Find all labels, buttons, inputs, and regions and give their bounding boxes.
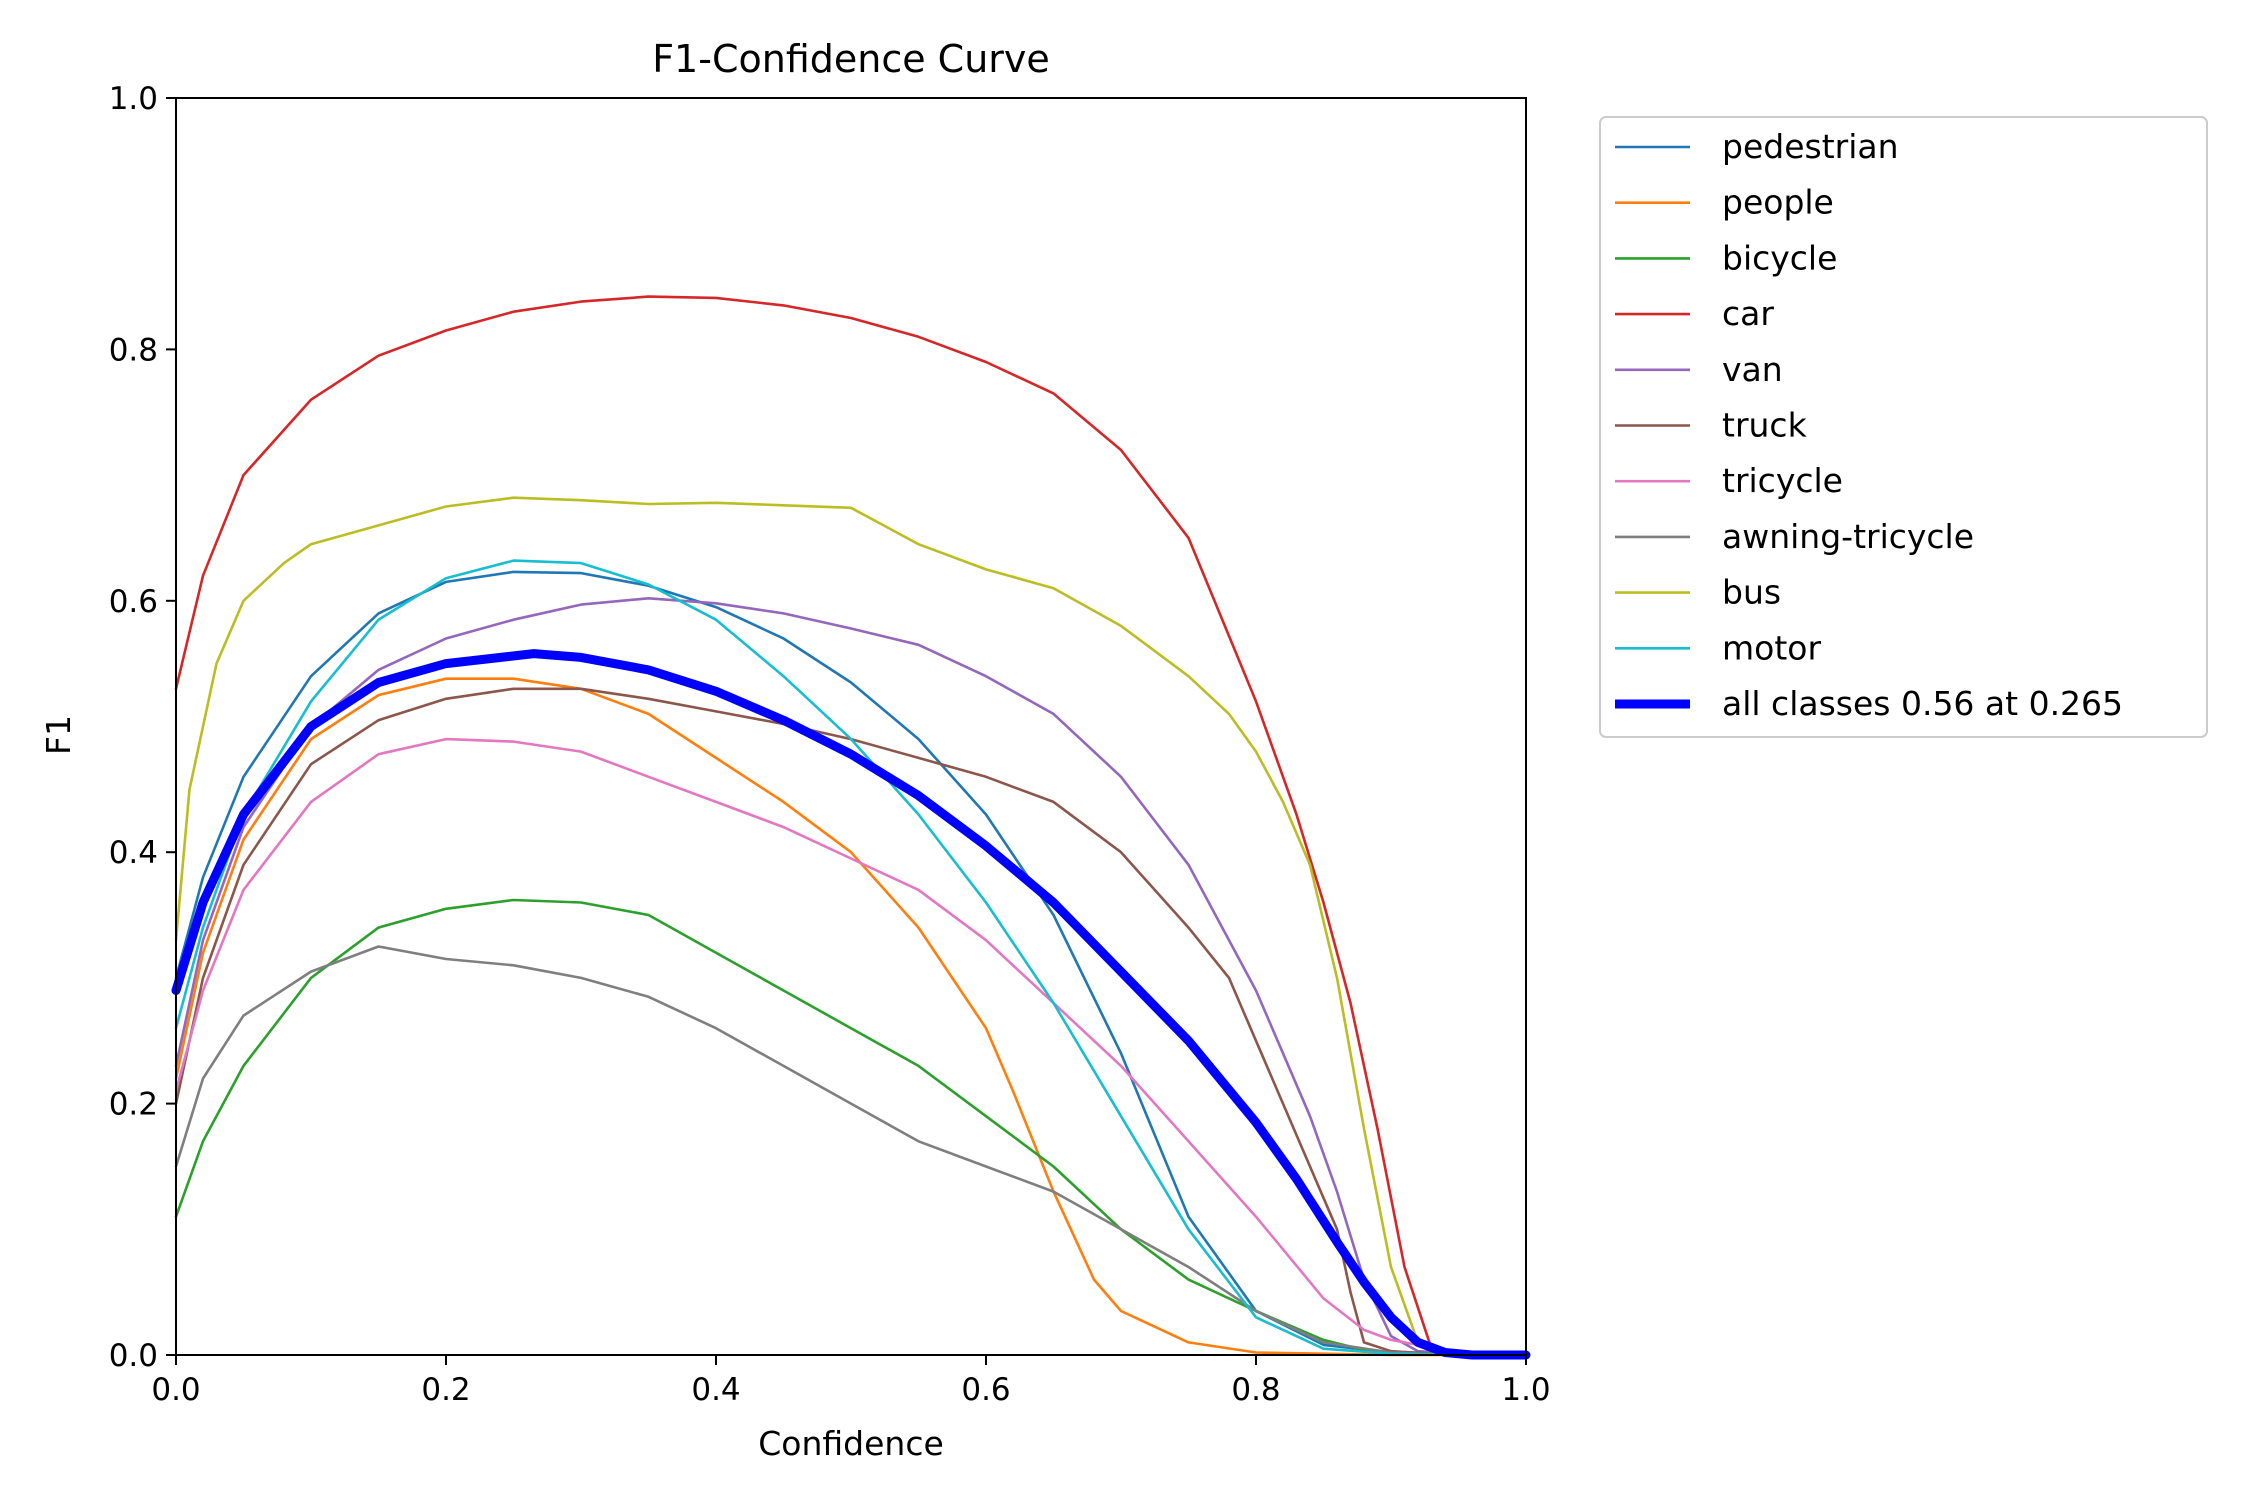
x-tick-label: 1.0 [1501, 1372, 1550, 1408]
series-line-awning-tricycle [174, 945, 1528, 1357]
series-line-people [174, 677, 1528, 1357]
series-line-all [171, 649, 1531, 1360]
legend-label: van [1722, 350, 1783, 389]
y-axis-label: F1 [39, 715, 78, 755]
y-tick-label: 0.4 [109, 835, 158, 871]
legend-label: tricycle [1722, 461, 1843, 500]
y-tick-label: 0.6 [109, 584, 158, 620]
y-axis-ticks: 0.0 0.2 0.4 0.6 0.8 1.0 [109, 81, 176, 1374]
legend-label: awning-tricycle [1722, 517, 1974, 556]
legend-label: pedestrian [1722, 127, 1899, 166]
legend-label: motor [1722, 628, 1821, 667]
legend-box [1599, 116, 2208, 738]
legend: pedestrian people bicycle car van truck tricyc… [1599, 116, 2208, 738]
legend-label: car [1722, 294, 1774, 333]
y-tick-label: 1.0 [109, 81, 158, 117]
plot-lines [171, 295, 1531, 1360]
legend-label: truck [1722, 406, 1808, 445]
series-line-truck [174, 687, 1528, 1357]
legend-items: pedestrian people bicycle car van truck tricyc… [1615, 127, 2123, 723]
series-line-motor [174, 559, 1528, 1357]
legend-label: all classes 0.56 at 0.265 [1722, 684, 2123, 723]
x-tick-label: 0.4 [691, 1372, 740, 1408]
plot-frame [175, 97, 1527, 1356]
y-tick-label: 0.8 [109, 332, 158, 368]
legend-label: people [1722, 183, 1834, 222]
y-tick-label: 0.0 [109, 1338, 158, 1374]
x-tick-label: 0.2 [421, 1372, 470, 1408]
chart-title: F1-Confidence Curve [652, 37, 1050, 81]
x-tick-label: 0.6 [961, 1372, 1010, 1408]
series-line-van [174, 597, 1528, 1357]
series-line-pedestrian [174, 570, 1528, 1357]
legend-label: bus [1722, 573, 1781, 612]
series-line-car [174, 295, 1528, 1357]
x-axis-label: Confidence [758, 1424, 944, 1463]
series-line-tricycle [174, 737, 1528, 1357]
legend-label: bicycle [1722, 238, 1837, 277]
series-line-bus [174, 496, 1528, 1357]
x-axis-ticks: 0.0 0.2 0.4 0.6 0.8 1.0 [151, 1355, 1551, 1408]
y-tick-label: 0.2 [109, 1087, 158, 1123]
x-tick-label: 0.0 [151, 1372, 200, 1408]
x-tick-label: 0.8 [1231, 1372, 1280, 1408]
